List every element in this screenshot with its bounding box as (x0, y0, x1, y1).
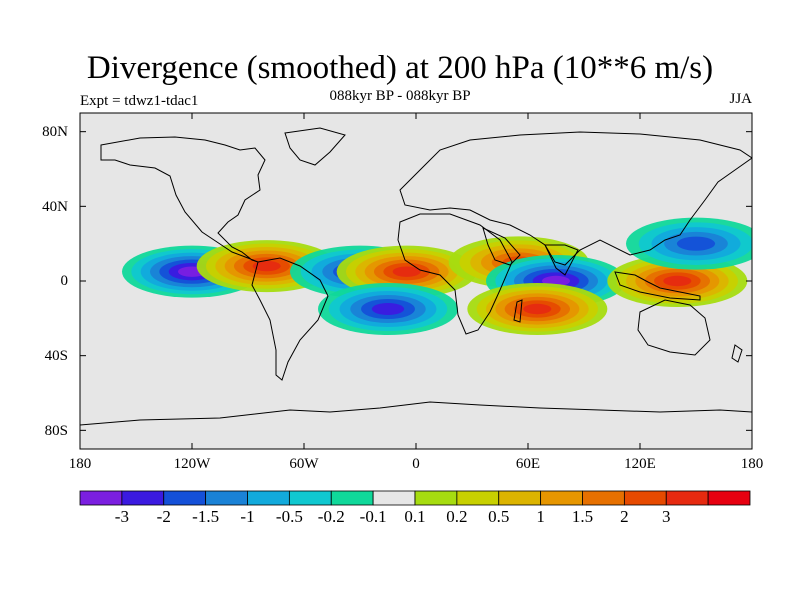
plot-subtitle: 088kyr BP - 088kyr BP (329, 88, 471, 104)
colorbar-swatch (372, 490, 416, 506)
south-indian-ocean-divergence-contour (523, 303, 552, 315)
lat-label-80n: 80N (42, 124, 68, 140)
lon-label-60e: 60E (515, 456, 541, 472)
coastline-new-zealand (731, 344, 743, 363)
colorbar-swatch (121, 490, 165, 506)
feature-south-indian-ocean-divergence (467, 283, 608, 335)
experiment-label: Expt = tdwz1-tdac1 (80, 93, 199, 109)
colorbar-swatch (288, 490, 332, 506)
colorbar-swatch (247, 490, 290, 506)
colorbar-label: -0.1 (359, 507, 387, 526)
coastline-africa (397, 213, 513, 335)
north-pacific-convergence-contour (676, 236, 716, 251)
colorbar-label: 1.5 (571, 507, 594, 526)
coastline-north-america (100, 136, 266, 263)
coastline-madagascar (513, 299, 523, 323)
feature-north-pacific-convergence (626, 217, 752, 270)
colorbar-swatch (414, 490, 458, 506)
colorbar-label: -2 (156, 507, 171, 526)
colorbar-swatch (205, 490, 248, 506)
lon-label-120w: 120W (173, 456, 211, 472)
lat-label-40s: 40S (44, 348, 68, 364)
coastline-india (544, 244, 579, 276)
colorbar-swatch (540, 490, 583, 506)
south-atlantic-convergence-contour (371, 303, 405, 315)
west-africa-divergence-contour (392, 266, 421, 277)
lon-label-120e: 120E (624, 456, 656, 472)
coastline-australia (637, 299, 711, 356)
colorbar-label: 3 (662, 507, 671, 526)
lat-label-80s: 80S (44, 423, 68, 439)
axis-ticks (79, 113, 753, 449)
colorbar-label: 2 (620, 507, 629, 526)
colorbar-swatch (665, 490, 709, 506)
colorbar-label: 1 (536, 507, 545, 526)
coastline-indonesia (614, 271, 701, 301)
colorbar-label: -1 (240, 507, 255, 526)
colorbar-swatch (707, 490, 751, 506)
map-plot-area (80, 113, 752, 449)
lon-label-60w: 60W (289, 456, 319, 472)
coastline-antarctica (80, 401, 752, 426)
coastline-greenland (284, 127, 346, 166)
plot-title: Divergence (smoothed) at 200 hPa (10**6 … (86, 50, 714, 86)
colorbar-swatch (79, 490, 123, 506)
colorbar-swatch (582, 490, 625, 506)
feature-west-africa-divergence (336, 245, 477, 298)
colorbar-label: -0.5 (275, 507, 303, 526)
colorbar-label: -0.2 (317, 507, 345, 526)
colorbar-label: 0.1 (404, 507, 426, 526)
divergence-field (122, 217, 752, 335)
colorbar-label: -1.5 (192, 507, 220, 526)
colorbar-swatch (163, 490, 207, 506)
central-america-divergence-contour (252, 260, 281, 272)
lat-label-40n: 40N (42, 199, 68, 215)
colorbar (79, 490, 751, 506)
colorbar-label: 0.5 (488, 507, 510, 526)
season-label: JJA (729, 91, 752, 107)
colorbar-swatch (330, 490, 374, 506)
west-pacific-divergence-contour (663, 275, 692, 287)
colorbar-swatch (623, 490, 667, 506)
lon-label-0: 0 (412, 456, 420, 472)
coastline-arabia (482, 227, 521, 266)
coastline-south-america (251, 257, 329, 381)
lon-label-180w: 180 (68, 456, 92, 472)
feature-south-atlantic-convergence (318, 283, 458, 335)
coastlines (80, 127, 752, 426)
colorbar-label: -3 (114, 507, 129, 526)
lon-label-180e: 180 (740, 456, 764, 472)
coastline-eurasia (399, 131, 752, 266)
colorbar-label: 0.2 (446, 507, 468, 526)
colorbar-swatch (498, 490, 542, 506)
lat-label-eq: 0 (60, 273, 69, 289)
colorbar-swatch (456, 490, 500, 506)
